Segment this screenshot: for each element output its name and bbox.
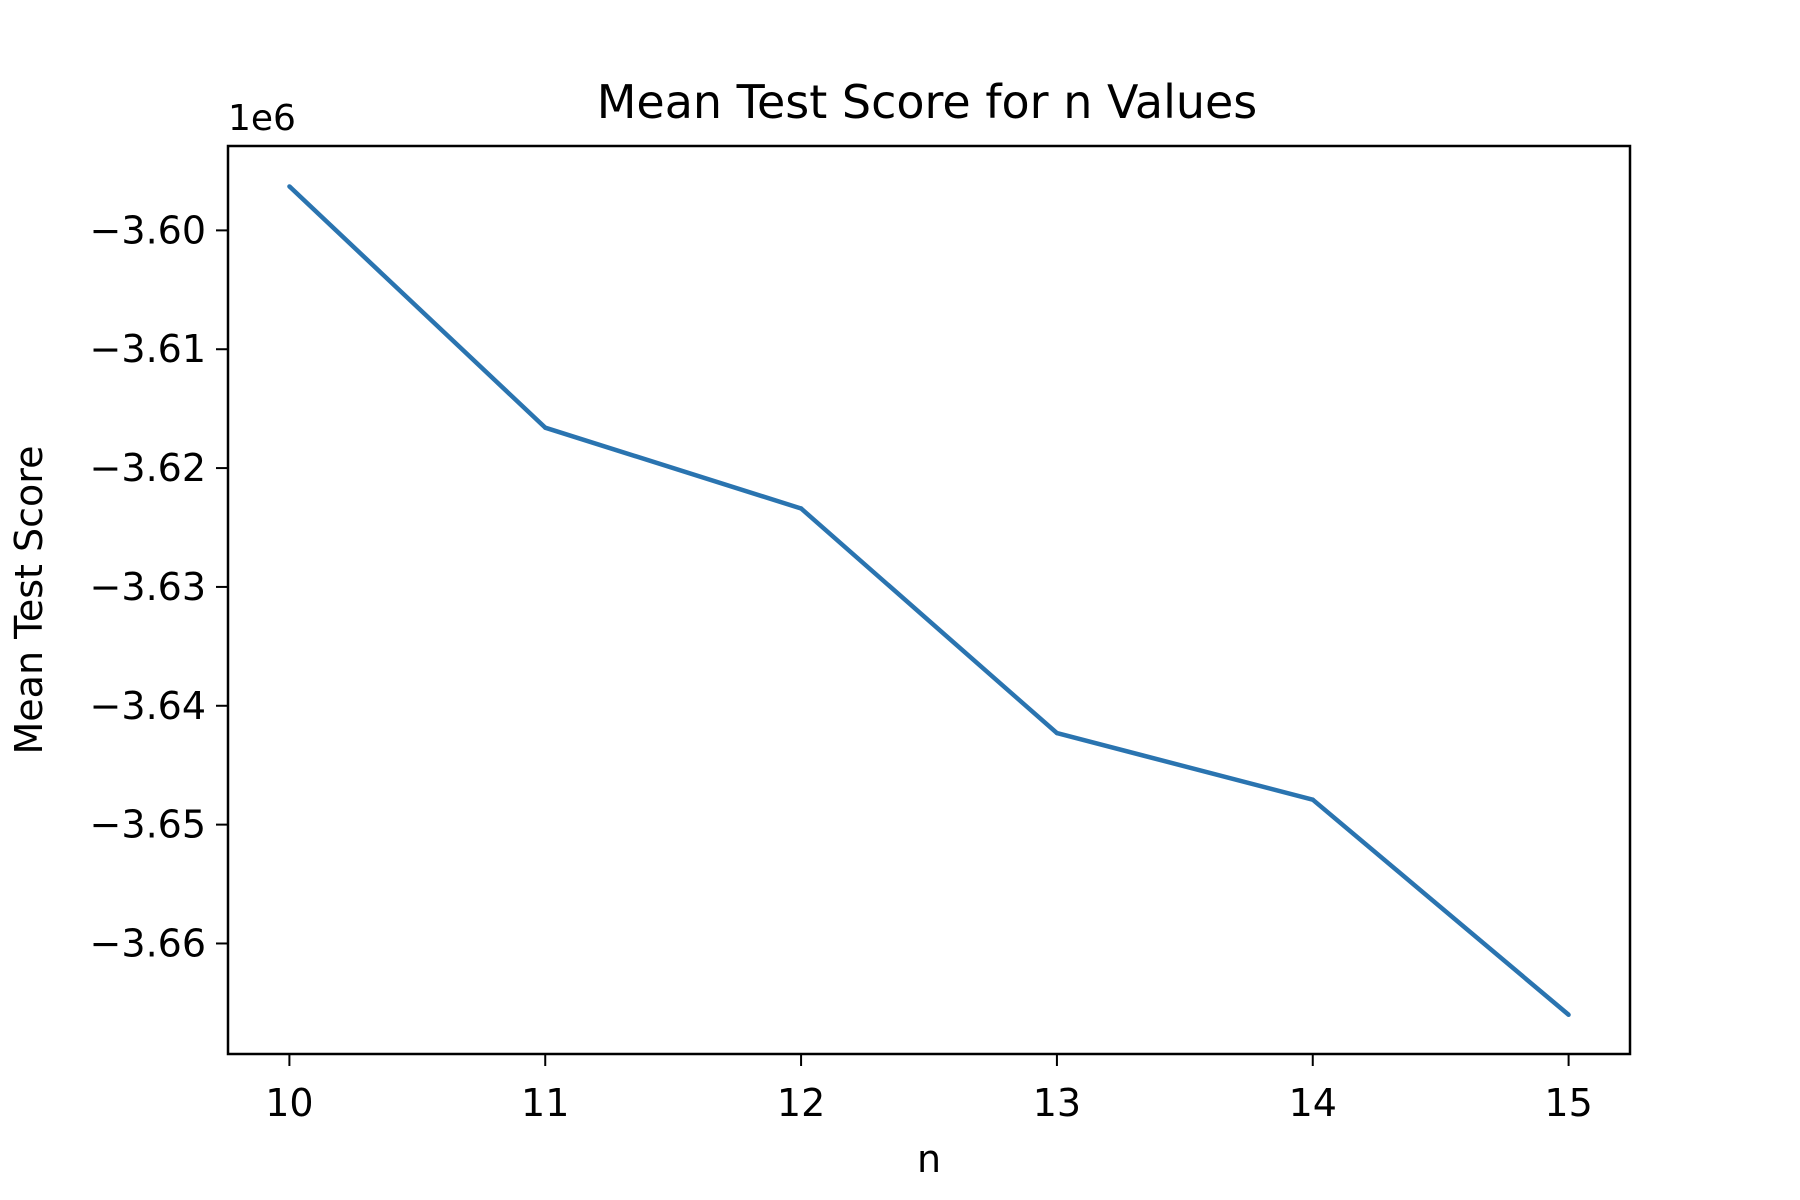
- x-tick-label: 10: [265, 1081, 313, 1125]
- axes-frame: [226, 144, 1632, 1056]
- data-point: [1310, 797, 1315, 802]
- x-tick-label: 14: [1289, 1081, 1337, 1125]
- x-axis-label: n: [917, 1137, 941, 1181]
- series-line: [287, 184, 1571, 1017]
- plot-area: [287, 184, 1571, 1017]
- y-tick-label: −3.64: [90, 684, 206, 728]
- y-tick-label: −3.61: [90, 327, 206, 371]
- y-axis: −3.60 −3.61 −3.62 −3.63 −3.64 −3.65 −3.66: [90, 208, 228, 965]
- x-axis: 10 11 12 13 14 15: [265, 1054, 1593, 1125]
- x-tick-label: 12: [777, 1081, 825, 1125]
- data-point: [798, 506, 804, 511]
- data-point: [1566, 1012, 1571, 1017]
- x-tick-label: 11: [521, 1081, 569, 1125]
- x-tick-label: 15: [1544, 1081, 1592, 1125]
- y-tick-label: −3.60: [90, 208, 206, 252]
- x-tick-label: 13: [1033, 1081, 1081, 1125]
- y-tick-label: −3.65: [90, 803, 206, 847]
- data-point: [543, 425, 548, 430]
- chart-title: Mean Test Score for n Values: [597, 75, 1258, 129]
- y-axis-label: Mean Test Score: [7, 446, 51, 755]
- data-point: [287, 184, 292, 189]
- y-offset-label: 1e6: [228, 98, 296, 139]
- data-point: [1054, 730, 1060, 736]
- y-tick-label: −3.66: [90, 921, 206, 965]
- y-tick-label: −3.63: [90, 565, 206, 609]
- y-tick-label: −3.62: [90, 446, 206, 490]
